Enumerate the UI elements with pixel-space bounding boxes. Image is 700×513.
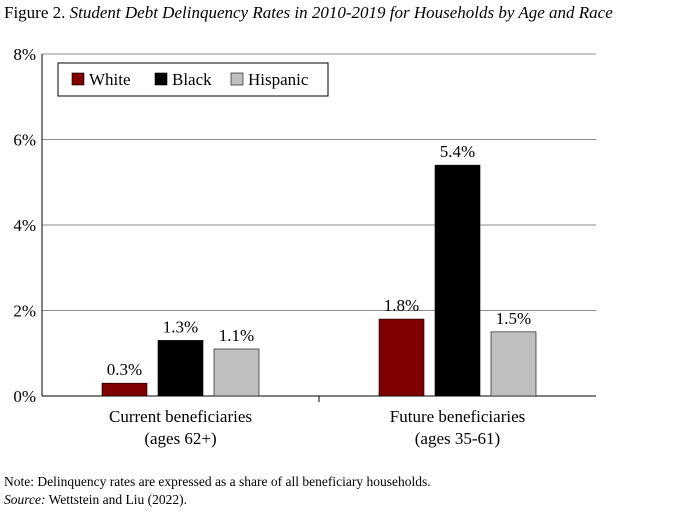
x-tick-label: (ages 62+) xyxy=(144,429,216,448)
source-line: Source: Wettstein and Liu (2022). xyxy=(4,491,431,509)
data-label: 1.1% xyxy=(219,326,254,345)
figure-number: Figure 2. xyxy=(4,3,66,22)
legend-swatch xyxy=(154,72,168,86)
bar xyxy=(434,164,481,397)
source-label: Source: xyxy=(4,492,46,507)
legend-label: White xyxy=(89,70,131,89)
bar xyxy=(101,382,148,397)
footnote: Note: Delinquency rates are expressed as… xyxy=(4,473,431,509)
y-tick-label: 6% xyxy=(13,131,36,150)
legend-box xyxy=(57,62,329,97)
legend-label: Hispanic xyxy=(248,70,309,89)
note-text: Note: Delinquency rates are expressed as… xyxy=(4,474,431,489)
legend-swatch xyxy=(71,72,85,86)
bar xyxy=(157,340,204,397)
legend-label: Black xyxy=(172,70,212,89)
x-tick-label: Current beneficiaries xyxy=(109,407,252,426)
chart-title: Figure 2. Student Debt Delinquency Rates… xyxy=(4,3,613,23)
bar xyxy=(378,318,425,397)
figure-title: Student Debt Delinquency Rates in 2010-2… xyxy=(69,3,613,22)
x-tick-label: (ages 35-61) xyxy=(415,429,500,448)
legend-swatch xyxy=(230,72,244,86)
y-tick-label: 8% xyxy=(13,45,36,64)
y-tick-label: 4% xyxy=(13,216,36,235)
data-label: 5.4% xyxy=(440,142,475,161)
y-tick-label: 2% xyxy=(13,302,36,321)
data-label: 1.3% xyxy=(163,317,198,336)
bar xyxy=(213,348,260,397)
x-tick-label: Future beneficiaries xyxy=(390,407,525,426)
y-tick-label: 0% xyxy=(13,387,36,406)
source-text: Wettstein and Liu (2022). xyxy=(48,492,188,507)
data-label: 1.5% xyxy=(496,309,531,328)
bar xyxy=(490,331,537,397)
bar-chart: 0% 2% 4% 6% 8% 0.3% 1.3% 1.1% Current beneficiar… xyxy=(13,45,596,448)
data-label: 1.8% xyxy=(384,296,419,315)
data-label: 0.3% xyxy=(107,360,142,379)
